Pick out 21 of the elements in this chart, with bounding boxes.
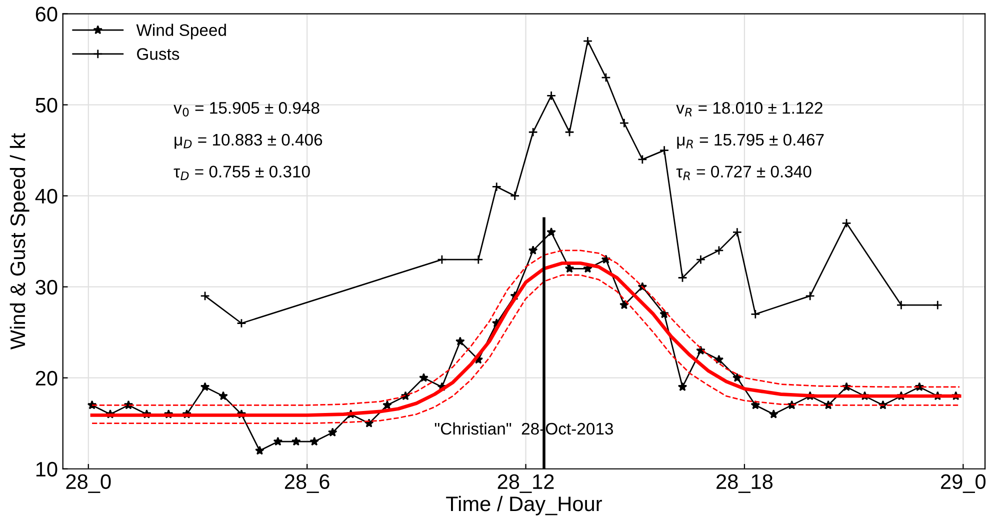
y-tick-label: 30	[36, 280, 58, 295]
x-tick-label: 28_12	[498, 474, 554, 493]
x-tick-label: 28_6	[284, 474, 330, 493]
x-tick-label: 28_0	[66, 474, 111, 493]
annotation: μ$_{D}$ = 10.883 ± 0.406	[174, 134, 322, 149]
annotation: τ$_{D}$ = 0.755 ± 0.310	[174, 166, 310, 180]
y-tick-label: 40	[35, 188, 58, 204]
annotation: v$_{R}$ = 18.010 ± 1.122	[676, 102, 822, 116]
x-tick-label: 29_0	[941, 474, 986, 493]
legend-label: Wind Speed	[136, 24, 226, 40]
annotation: τ$_{R}$ = 0.727 ± 0.340	[676, 166, 812, 180]
x-tick-label: 28_18	[716, 474, 773, 493]
y-tick-label: 50	[36, 98, 58, 113]
y-tick-label: 10	[36, 462, 58, 477]
x-axis-title: Time / Day_Hour	[446, 496, 602, 516]
y-tick-label: 60	[36, 6, 58, 22]
y-axis-title: Wind & Gust Speed / kt	[10, 133, 30, 350]
legend-label: Gusts	[137, 48, 180, 60]
annotation: μ$_{R}$ = 15.795 ± 0.467	[677, 134, 824, 149]
y-tick-label: 20	[36, 370, 58, 386]
annotation: v$_{0}$ = 15.905 ± 0.948	[174, 102, 320, 117]
